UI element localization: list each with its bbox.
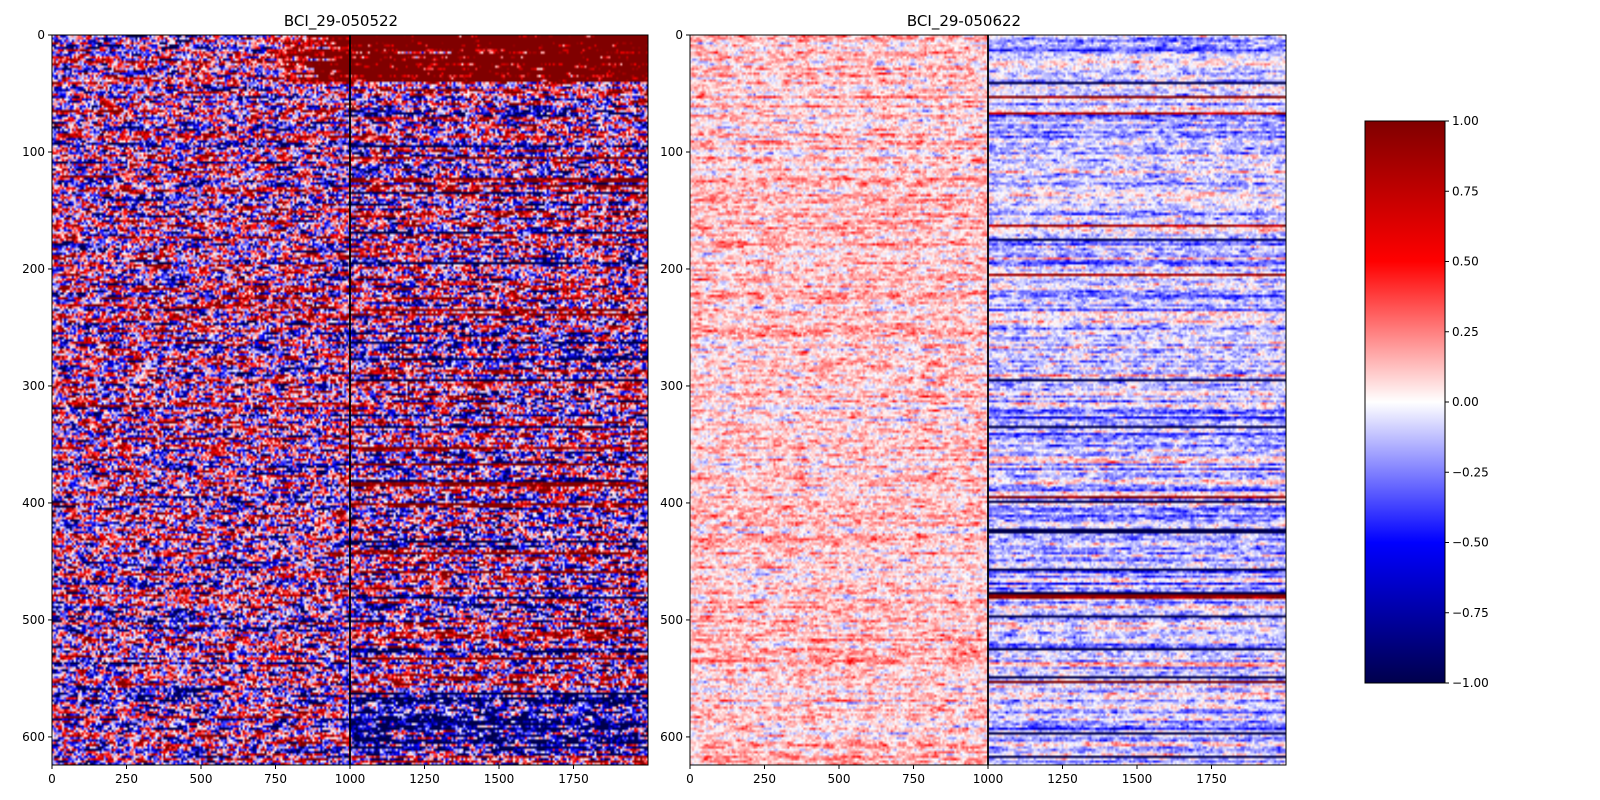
colorbar: 1.00 0.75 0.50 0.25 0.00 −0.25 −0.50 −0.75 −1.00 [1364,114,1489,690]
colorbar-ticks: 1.00 0.75 0.50 0.25 0.00 −0.25 −0.50 −0.75 −1.00 [1445,114,1489,690]
axes-frame-1 [51,34,649,766]
panel-2-yticks: 0 100 200 300 400 500 600 [660,28,690,744]
x-tick-label: 1000 [335,772,366,786]
colorbar-tick-label: −0.50 [1452,536,1489,550]
colorbar-tick-label: −1.00 [1452,676,1489,690]
y-tick-label: 500 [660,613,683,627]
panel-1-title: BCI_29-050522 [284,12,398,31]
x-tick-label: 250 [753,772,776,786]
x-tick-label: 750 [902,772,925,786]
x-tick-label: 1000 [973,772,1004,786]
y-tick-label: 200 [22,262,45,276]
y-tick-label: 100 [22,145,45,159]
y-tick-label: 400 [22,496,45,510]
colorbar-tick-label: 0.75 [1452,184,1479,198]
x-tick-label: 1500 [1122,772,1153,786]
y-tick-label: 0 [675,28,683,42]
y-tick-label: 600 [22,730,45,744]
x-tick-label: 500 [190,772,213,786]
y-tick-label: 200 [660,262,683,276]
heatmap-panel-1: BCI_29-050522 0 250 500 750 1000 1250 1500 1750… [22,12,649,786]
y-tick-label: 600 [660,730,683,744]
colorbar-tick-label: 0.00 [1452,395,1479,409]
colorbar-tick-label: 0.25 [1452,325,1479,339]
x-tick-label: 1750 [1196,772,1227,786]
colorbar-tick-label: 0.50 [1452,255,1479,269]
heatmap-panel-2: BCI_29-050622 0 250 500 750 1000 1250 1500 1750… [660,12,1287,786]
panel-1-yticks: 0 100 200 300 400 500 600 [22,28,52,744]
colorbar-tick-label: −0.75 [1452,606,1489,620]
x-tick-label: 0 [48,772,56,786]
colorbar-tick-label: 1.00 [1452,114,1479,128]
y-tick-label: 100 [660,145,683,159]
y-tick-label: 500 [22,613,45,627]
axes-frame-2 [689,34,1287,766]
panel-1-xticks: 0 250 500 750 1000 1250 1500 1750 [48,765,589,786]
y-tick-label: 300 [660,379,683,393]
x-tick-label: 250 [115,772,138,786]
y-tick-label: 300 [22,379,45,393]
colorbar-gradient [1364,120,1446,684]
x-tick-label: 750 [264,772,287,786]
x-tick-label: 1250 [409,772,440,786]
x-tick-label: 1500 [484,772,515,786]
colorbar-tick-label: −0.25 [1452,465,1489,479]
x-tick-label: 1750 [558,772,589,786]
x-tick-label: 0 [686,772,694,786]
panel-2-xticks: 0 250 500 750 1000 1250 1500 1750 [686,765,1227,786]
x-tick-label: 1250 [1047,772,1078,786]
y-tick-label: 400 [660,496,683,510]
x-tick-label: 500 [828,772,851,786]
panel-2-title: BCI_29-050622 [907,12,1021,31]
y-tick-label: 0 [37,28,45,42]
